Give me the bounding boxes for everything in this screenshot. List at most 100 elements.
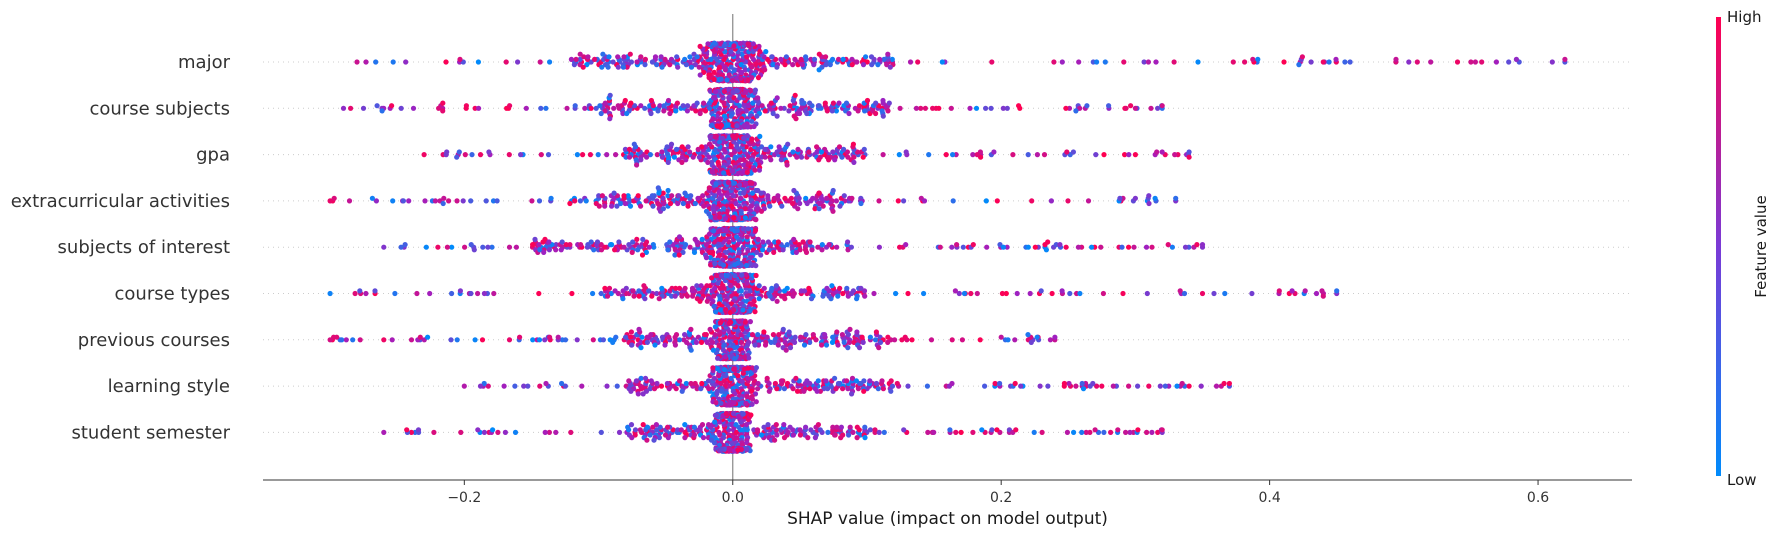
shap-point — [659, 149, 665, 155]
shap-point — [1152, 195, 1158, 201]
shap-point — [735, 215, 742, 221]
shap-point — [649, 193, 655, 199]
shap-point — [1012, 337, 1018, 343]
shap-point — [787, 345, 794, 351]
shap-point — [436, 105, 442, 111]
shap-point — [698, 283, 704, 289]
shap-point — [381, 244, 387, 250]
shap-point — [629, 342, 635, 348]
shap-point — [574, 152, 581, 158]
shap-point — [754, 113, 760, 119]
shap-point — [790, 200, 796, 207]
shap-point — [654, 62, 660, 68]
shap-point — [641, 283, 647, 289]
shap-point — [1334, 288, 1340, 294]
shap-point — [1181, 290, 1188, 297]
shap-point — [872, 337, 879, 343]
shap-point — [655, 108, 661, 114]
shap-point — [602, 100, 608, 106]
shap-point — [717, 214, 723, 220]
shap-point — [588, 105, 594, 111]
shap-point — [611, 190, 617, 196]
shap-point — [752, 216, 758, 222]
shap-point — [982, 383, 988, 389]
shap-point — [588, 239, 594, 245]
shap-point — [873, 110, 879, 117]
shap-point — [768, 144, 774, 150]
shap-point — [572, 198, 578, 204]
shap-point — [677, 378, 683, 384]
shap-point — [713, 181, 719, 187]
shap-point — [748, 146, 754, 152]
shap-point — [820, 293, 826, 299]
shap-point — [729, 168, 735, 174]
shap-point — [693, 108, 699, 114]
shap-point — [959, 337, 966, 343]
shap-point — [1079, 380, 1085, 387]
shap-point — [661, 108, 667, 114]
shap-point — [711, 76, 717, 82]
shap-point — [422, 198, 428, 204]
shap-point — [1067, 290, 1073, 297]
shap-point — [1048, 198, 1054, 204]
shap-point — [543, 105, 549, 111]
shap-point — [672, 342, 679, 348]
shap-point — [749, 332, 756, 338]
shap-point — [767, 293, 773, 299]
shap-point — [676, 234, 683, 240]
shap-point — [1173, 195, 1179, 201]
shap-point — [886, 100, 892, 106]
shap-point — [343, 337, 349, 343]
shap-point — [909, 337, 915, 343]
shap-point — [849, 195, 855, 201]
shap-point — [719, 272, 725, 279]
shap-point — [1126, 152, 1132, 158]
shap-point — [392, 290, 398, 297]
shap-point — [836, 56, 842, 63]
shap-point — [732, 356, 738, 362]
shap-point — [776, 332, 782, 338]
shap-point — [1154, 149, 1160, 155]
shap-point — [360, 105, 367, 111]
shap-point — [469, 152, 475, 158]
shap-point — [1052, 334, 1058, 340]
shap-point — [742, 67, 749, 73]
shap-point — [717, 307, 724, 313]
shap-point — [683, 380, 689, 387]
shap-point — [1221, 380, 1227, 387]
shap-point — [614, 203, 620, 209]
shap-point — [607, 116, 613, 122]
shap-point — [835, 342, 841, 348]
shap-point — [717, 228, 723, 234]
shap-point — [609, 203, 615, 209]
shap-point — [1153, 59, 1159, 65]
shap-point — [765, 193, 771, 199]
shap-point — [612, 288, 618, 294]
shap-point — [1165, 242, 1171, 248]
shap-point — [363, 59, 369, 65]
shap-point — [948, 105, 954, 111]
shap-point — [913, 105, 920, 111]
shap-point — [620, 296, 626, 302]
shap-point — [679, 159, 685, 165]
shap-point — [702, 332, 708, 338]
shap-point — [711, 40, 717, 46]
shap-point — [679, 144, 685, 150]
shap-point — [691, 249, 698, 255]
shap-point — [656, 296, 662, 302]
shap-point — [1198, 383, 1204, 389]
shap-point — [605, 293, 611, 299]
shap-point — [610, 339, 616, 345]
shap-point — [792, 339, 798, 345]
shap-point — [819, 242, 825, 248]
shap-point — [634, 59, 640, 65]
shap-point — [624, 64, 630, 70]
shap-point — [1049, 290, 1055, 297]
shap-point — [1061, 380, 1067, 387]
shap-point — [707, 88, 714, 94]
shap-point — [675, 64, 681, 70]
shap-point — [745, 41, 751, 47]
shap-point — [379, 108, 385, 114]
shap-point — [851, 159, 857, 165]
